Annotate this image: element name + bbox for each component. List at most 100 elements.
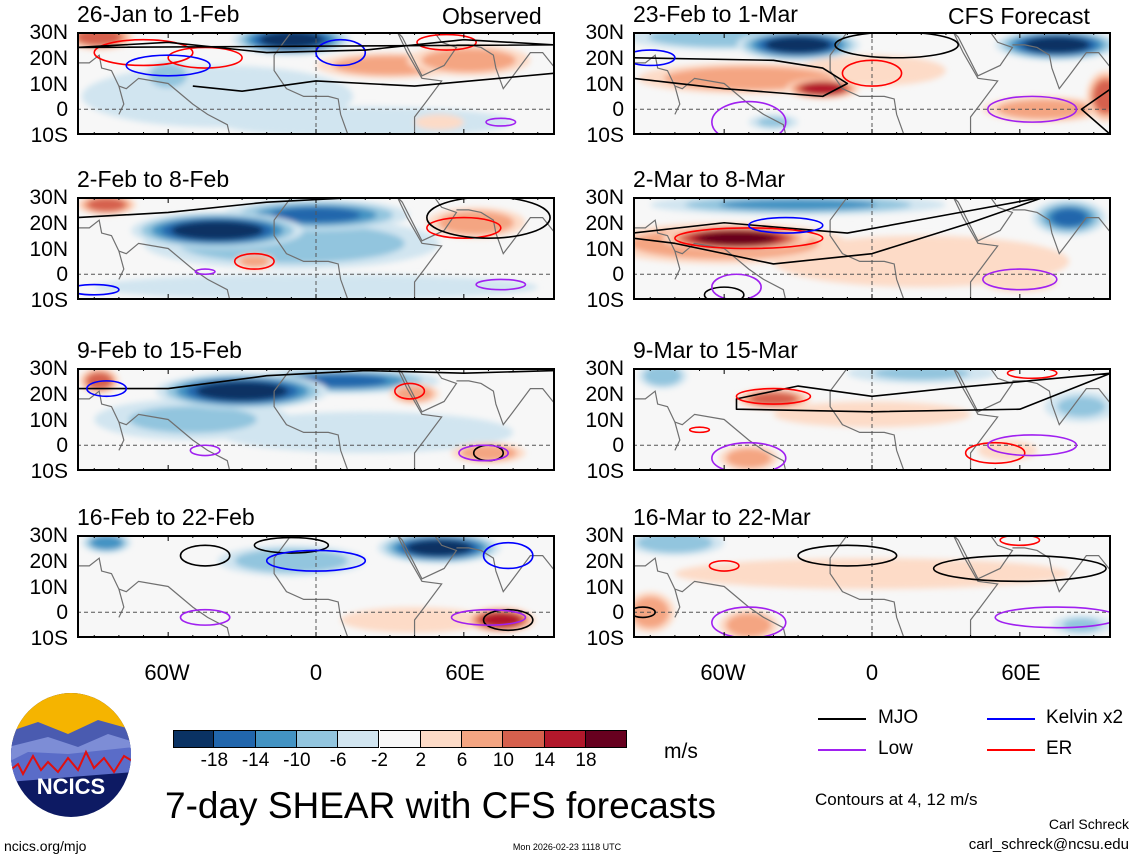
lon-label-60w-right: 60W [700,660,746,685]
legend-line-mjo [818,718,866,720]
low-contour [982,268,1058,291]
mjo-contour [797,544,898,567]
coastline [456,209,555,255]
coastline [1012,547,1111,593]
legend-line-er [987,749,1035,751]
lat-label: 30N [29,357,68,380]
shear-shading-blob [460,445,517,461]
site-link[interactable]: ncics.org/mjo [4,838,87,854]
coastline [952,32,1014,77]
coastline [952,197,999,300]
shear-map-panel [633,368,1111,471]
low-contour [711,606,787,638]
mjo-contour [735,372,1111,413]
low-contour [987,434,1078,457]
coastline [118,250,125,280]
shear-shading-blob [773,401,971,428]
kelvin-contour [86,380,128,398]
er-contour [964,441,1026,465]
lat-label: 10S [586,627,624,650]
coastline [273,32,292,56]
lat-label: 0 [56,98,68,122]
ncics-logo: NCICS [8,692,134,818]
coastline [118,242,231,300]
er-contour [674,227,824,250]
coastline [952,32,999,135]
lat-label: 10N [585,72,624,96]
author-email[interactable]: carl_schreck@ncsu.edu [968,836,1129,853]
lat-label: 30N [29,21,68,44]
lat-label: 10S [30,627,68,650]
shear-shading-blob [749,392,798,406]
low-contour [194,268,216,276]
colorbar-swatch [503,730,545,748]
figure-title: 7-day SHEAR with CFS forecasts [165,785,717,826]
legend-label-low: Low [878,738,913,759]
panel-title: 2-Mar to 8-Mar [633,166,786,192]
low-contour [987,95,1078,123]
low-contour [711,273,762,300]
shear-shading-blob [435,52,502,69]
lat-label: 10S [30,460,68,483]
panel-title: 2-Feb to 8-Feb [77,166,230,192]
shear-map-panel [633,535,1111,638]
lat-label: 0 [612,601,624,625]
lat-label: 20N [585,211,624,235]
shear-shading-blob [94,274,538,300]
colorbar-tick-label: -2 [371,750,388,771]
panel-title: 9-Mar to 15-Mar [633,337,798,363]
coastline [952,368,1014,413]
coastline [77,390,120,423]
mjo-contour [633,197,1046,265]
coastline [77,557,120,590]
coastline [674,580,787,638]
colorbar-swatch [586,730,628,748]
coastline [77,54,120,87]
coastline [829,197,848,221]
er-contour [426,216,502,239]
low-contour [485,117,517,127]
mjo-contour [1080,87,1111,135]
er-contour [394,382,426,400]
shear-shading-blob [128,406,257,433]
coastline [952,197,1014,242]
shear-shading-blob [719,199,877,211]
lat-label: 0 [612,263,624,287]
er-contour [841,59,903,87]
lat-label: 0 [612,434,624,458]
low-contour [189,444,221,457]
coastline [456,380,555,426]
colorbar-swatch [173,730,215,748]
panel-title: 26-Jan to 1-Feb [77,1,240,27]
shear-map-panel [77,535,555,638]
coastline [456,547,555,593]
shear-shading-blob [733,616,765,634]
coastline [118,413,231,471]
legend-line-kelvin [987,718,1035,720]
kelvin-contour [748,216,824,234]
coastline [633,557,676,590]
lat-label: 0 [612,98,624,122]
colorbar-tick-label: 14 [534,750,556,771]
coastline [118,588,125,618]
coastline [952,368,999,471]
coastline [633,219,676,252]
shear-shading-blob [239,255,270,268]
lon-label-60w-left: 60W [144,660,190,685]
mjo-contour [179,544,231,567]
low-contour [450,608,527,626]
coastline [829,368,848,392]
er-contour [735,387,812,405]
colorbar-tick-label: -14 [241,750,270,771]
shear-shading-blob [988,443,1027,458]
coastline [952,535,1014,580]
lat-label: 0 [56,263,68,287]
lon-label-60e-right: 60E [1001,660,1041,685]
kelvin-contour [633,49,676,67]
lat-label: 20N [585,382,624,406]
lon-label-0-left: 0 [309,660,323,685]
colorbar-tick-label: 10 [492,750,514,771]
coastline [118,85,125,115]
coastline [829,535,848,559]
low-contour [994,606,1111,629]
